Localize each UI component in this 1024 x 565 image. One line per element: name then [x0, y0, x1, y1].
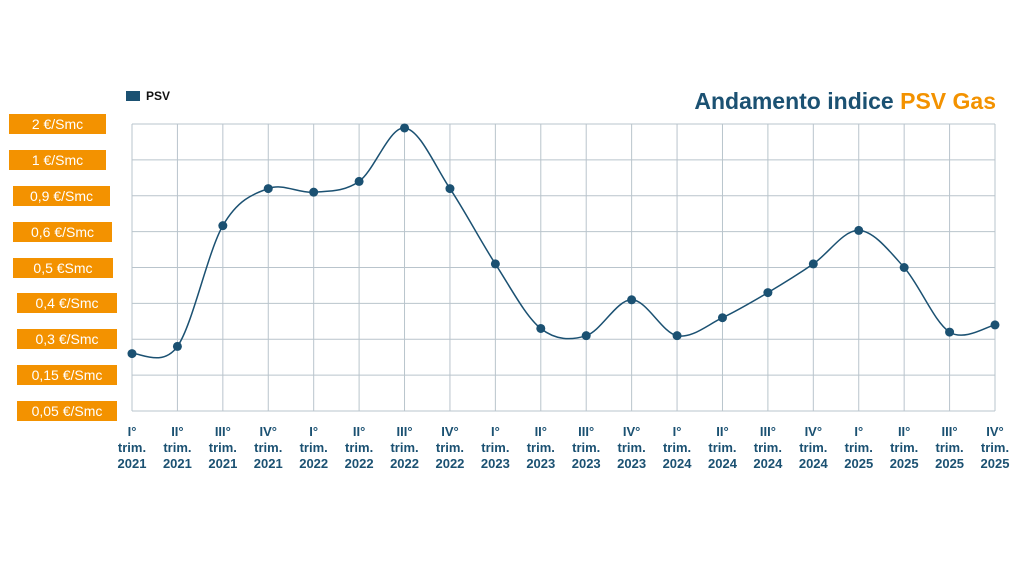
x-tick-label: I° trim. 2021: [118, 424, 147, 471]
data-point: [990, 320, 1000, 330]
x-tick-label: II° trim. 2023: [526, 424, 555, 471]
data-point: [172, 341, 182, 351]
data-point: [400, 123, 410, 133]
y-tick-label: 0,5 €Smc: [13, 257, 113, 278]
y-tick-label: 2 €/Smc: [9, 114, 106, 134]
x-tick-label: I° trim. 2023: [481, 424, 510, 471]
x-tick-label: II° trim. 2025: [890, 424, 919, 471]
x-tick-label: III° trim. 2022: [390, 424, 419, 471]
data-point: [717, 313, 727, 323]
data-point: [354, 176, 364, 186]
y-tick-label: 0,05 €/Smc: [17, 401, 117, 421]
data-point: [445, 184, 455, 194]
data-point: [536, 323, 546, 333]
data-point: [672, 331, 682, 341]
legend-label-psv: PSV: [146, 89, 171, 103]
x-tick-label: I° trim. 2024: [663, 424, 693, 471]
data-point: [763, 288, 773, 298]
data-point: [854, 225, 864, 235]
x-tick-label: I° trim. 2025: [844, 424, 873, 471]
data-point: [627, 295, 637, 305]
data-point: [581, 331, 591, 341]
series-line-psv: [131, 127, 996, 359]
data-point: [490, 259, 500, 269]
y-tick-label: 0,15 €/Smc: [17, 365, 117, 386]
x-tick-label: II° trim. 2024: [708, 424, 738, 471]
data-point: [309, 187, 319, 197]
title-main: Andamento indice: [694, 88, 901, 114]
data-point: [218, 221, 228, 231]
title-highlight: PSV Gas: [900, 88, 996, 114]
x-tick-label: IV° trim. 2024: [799, 424, 829, 471]
x-tick-label: III° trim. 2023: [572, 424, 601, 471]
data-point: [127, 349, 137, 359]
x-tick-label: IV° trim. 2023: [617, 424, 646, 471]
x-tick-label: III° trim. 2025: [935, 424, 964, 471]
y-tick-label: 0,6 €/Smc: [13, 221, 112, 242]
legend-swatch-psv: [126, 91, 140, 101]
chart-title: Andamento indice PSV Gas: [694, 88, 996, 115]
x-tick-label: III° trim. 2024: [753, 424, 783, 471]
y-tick-label: 1 €/Smc: [9, 149, 106, 170]
x-tick-label: II° trim. 2021: [163, 424, 192, 471]
x-tick-label: I° trim. 2022: [299, 424, 328, 471]
data-point: [263, 184, 273, 194]
x-tick-label: IV° trim. 2021: [254, 424, 283, 471]
x-tick-label: III° trim. 2021: [208, 424, 237, 471]
y-tick-label: 0,9 €/Smc: [13, 185, 110, 206]
data-point: [808, 259, 818, 269]
x-tick-label: IV° trim. 2022: [435, 424, 464, 471]
data-point: [945, 327, 955, 337]
legend: PSV: [126, 89, 170, 103]
y-tick-label: 0,4 €/Smc: [17, 293, 117, 314]
data-point: [899, 263, 909, 272]
x-tick-label: II° trim. 2022: [345, 424, 374, 471]
y-tick-label: 0,3 €/Smc: [17, 329, 117, 350]
x-tick-label: IV° trim. 2025: [981, 424, 1010, 471]
